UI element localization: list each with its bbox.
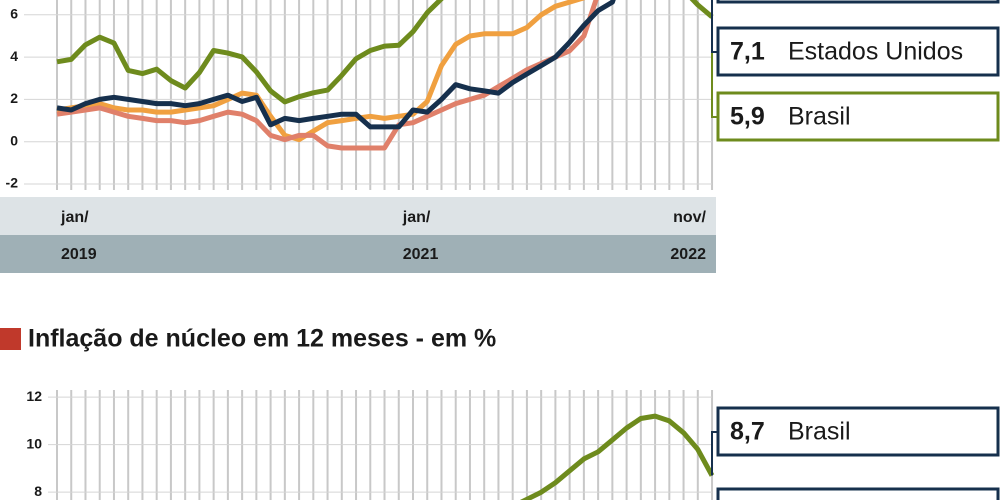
y-tick-label: 2 (10, 90, 18, 106)
legend-box-partial (716, 0, 1000, 4)
series-line (56, 0, 714, 105)
y-tick-label: 0 (10, 132, 18, 148)
legend-connector (711, 0, 718, 53)
legend-box (716, 406, 1000, 457)
plot-area (56, 0, 714, 151)
legend-box (716, 91, 1000, 142)
x-month-label: jan/ (60, 209, 89, 226)
title-marker (0, 328, 21, 350)
y-tick-label: 10 (26, 435, 42, 451)
legend-label: Estados Unidos (788, 38, 963, 66)
legend-value: 8,7 (730, 418, 765, 446)
x-month-label: nov/ (673, 209, 706, 226)
legend-label: Brasil (788, 418, 851, 446)
legend-label: Brasil (788, 103, 851, 131)
plot-area (519, 413, 715, 500)
x-year-label: 2019 (61, 246, 97, 263)
y-tick-label: 6 (10, 6, 18, 22)
year-band (0, 235, 716, 273)
y-tick-label: 4 (10, 48, 18, 64)
y-tick-label: -2 (6, 175, 19, 191)
series-line (56, 0, 586, 143)
month-band (0, 197, 716, 235)
series-line (56, 0, 616, 130)
series-line (56, 0, 599, 151)
x-year-label: 2021 (403, 246, 439, 263)
legend-value: 5,9 (730, 103, 765, 131)
y-tick-label: 12 (26, 388, 42, 404)
y-tick-label: 8 (34, 483, 42, 499)
chart-title: Inflação de núcleo em 12 meses - em % (28, 325, 496, 353)
legend-value: 7,1 (730, 38, 765, 66)
x-year-label: 2022 (670, 246, 706, 263)
legend-connector (711, 431, 718, 476)
legend-box (716, 26, 1000, 77)
x-month-label: jan/ (402, 209, 431, 226)
legend-box-partial (716, 487, 1000, 500)
series-line (519, 413, 715, 500)
